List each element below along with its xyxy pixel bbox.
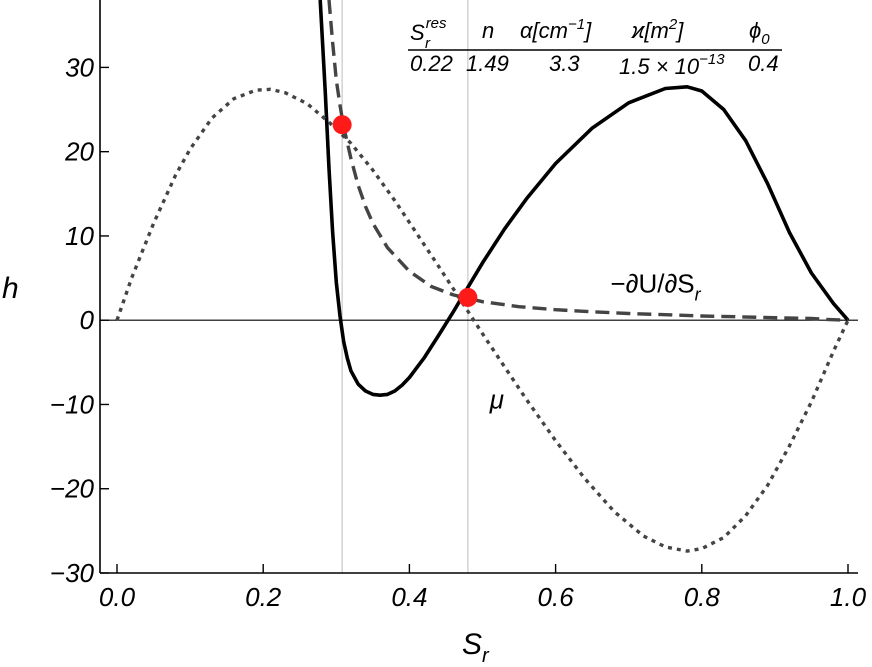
y-tick-label-4: 10	[65, 221, 94, 251]
x-tick-label-4: 0.8	[684, 582, 721, 612]
y-tick-label-3: 0	[80, 305, 95, 335]
intersection-point-1	[458, 287, 478, 307]
y-tick-label-2: −10	[50, 389, 95, 419]
y-tick-label-0: −30	[50, 558, 95, 588]
intersection-points	[332, 115, 478, 307]
x-tick-label-5: 1.0	[830, 582, 867, 612]
annotation-mu: μ	[489, 385, 504, 415]
annotation-dudsr: −∂U/∂Sr	[610, 268, 701, 304]
series-line-dotted	[115, 87, 850, 553]
param-header-sr-res: Sres r	[410, 15, 447, 52]
param-value-kappa: 1.5 × 10−13	[619, 51, 725, 79]
series-line-solid	[318, 0, 850, 397]
param-header-alpha: α[cm−1]	[520, 16, 592, 43]
series-line-dashed	[327, 0, 849, 322]
param-header-n: n	[482, 18, 494, 43]
y-tick-label-6: 30	[65, 52, 94, 82]
param-value-sr-res: 0.22	[410, 51, 453, 76]
intersection-point-0	[332, 115, 352, 135]
x-axis-label: Sr	[462, 628, 490, 667]
param-value-alpha: 3.3	[549, 51, 580, 76]
y-tick-label-5: 20	[64, 137, 94, 167]
param-header-phi: ϕ0	[749, 18, 770, 48]
x-tick-label-3: 0.6	[538, 582, 575, 612]
tick-labels: 0.0 0.2 0.4 0.6 0.8 1.0 −30 −20 −10 0 10 20 30	[50, 52, 867, 612]
y-tick-label-1: −20	[50, 474, 95, 504]
parameter-table: Sres r n α[cm−1] ϰ[m2] ϕ0 0.22 1.49 3.3 1…	[408, 15, 782, 79]
y-axis-label: h	[2, 272, 19, 305]
x-tick-label-1: 0.2	[245, 582, 282, 612]
vertical-reference-lines	[341, 0, 469, 573]
param-value-n: 1.49	[466, 51, 509, 76]
param-value-phi: 0.4	[748, 51, 779, 76]
param-header-kappa: ϰ[m2]	[631, 16, 684, 43]
x-tick-label-2: 0.4	[391, 582, 427, 612]
axes	[99, 0, 858, 574]
series-layer	[115, 0, 850, 553]
x-tick-label-0: 0.0	[99, 582, 136, 612]
